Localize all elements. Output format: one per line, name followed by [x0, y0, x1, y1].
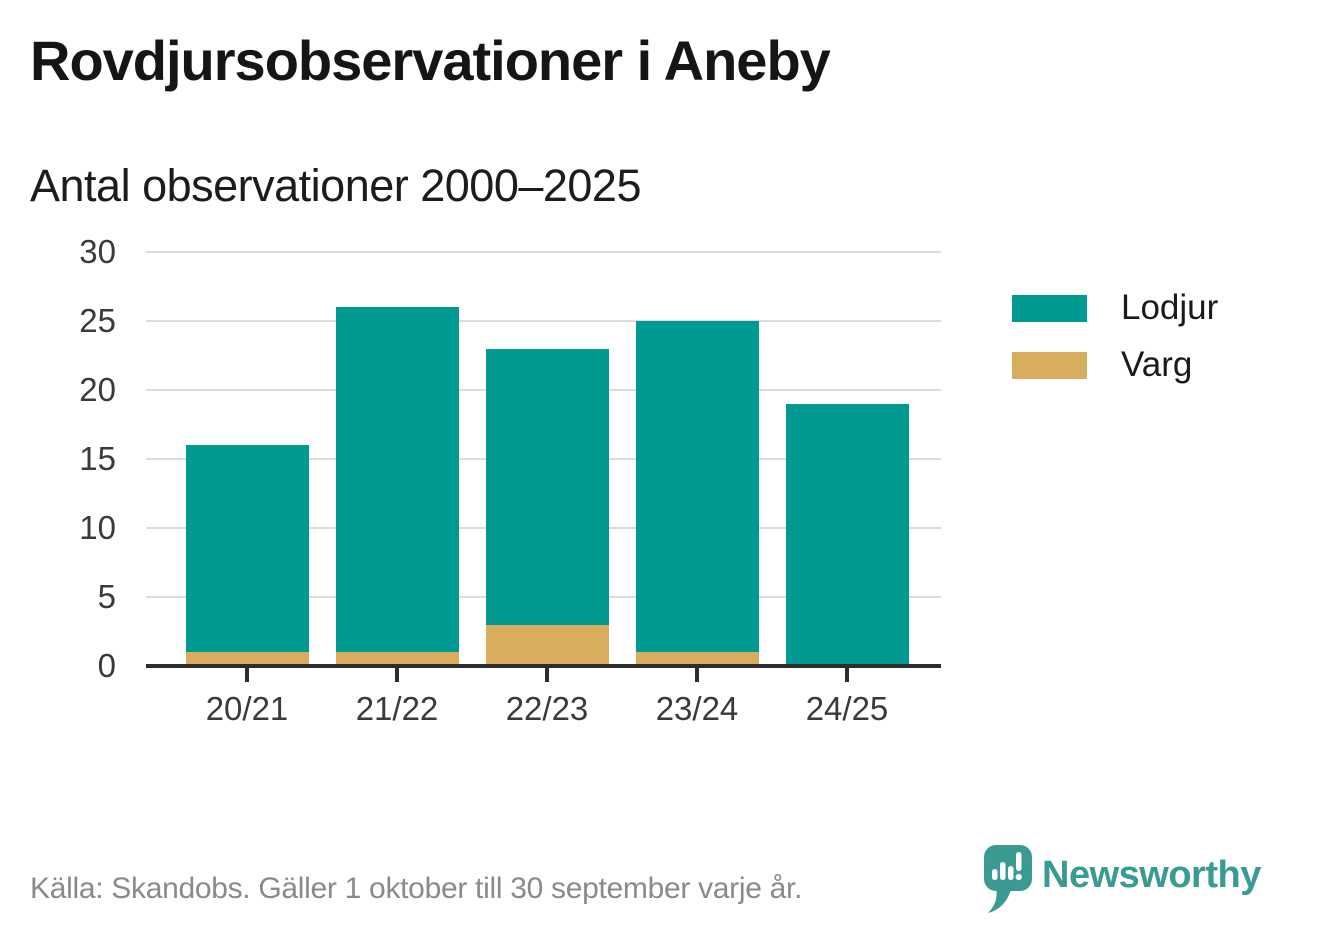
gridline — [146, 320, 941, 322]
legend-item-varg: Varg — [1012, 345, 1218, 384]
bar-segment-lodjur — [335, 307, 459, 653]
y-axis-tick-label: 5 — [97, 578, 116, 615]
y-axis-tick-label: 25 — [79, 302, 116, 339]
x-axis-tick-label: 23/24 — [655, 690, 739, 727]
x-axis-tick — [395, 668, 399, 682]
bar-segment-varg — [185, 652, 309, 666]
legend-label-varg: Varg — [1121, 345, 1193, 384]
bar-segment-lodjur — [785, 403, 909, 666]
x-axis-tick-label: 20/21 — [205, 690, 289, 727]
y-axis-tick-label: 20 — [79, 371, 116, 408]
legend-swatch-varg — [1012, 351, 1087, 379]
bar-segment-lodjur — [185, 445, 309, 653]
x-axis-tick — [545, 668, 549, 682]
chart-subtitle: Antal observationer 2000–2025 — [30, 160, 641, 211]
x-axis-tick — [845, 668, 849, 682]
legend-label-lodjur: Lodjur — [1121, 288, 1219, 327]
legend-swatch-lodjur — [1012, 294, 1087, 322]
newsworthy-logo-text: Newsworthy — [1042, 854, 1261, 896]
newsworthy-logo: Newsworthy — [984, 845, 1261, 919]
bar-segment-lodjur — [485, 348, 609, 625]
y-axis-tick-label: 0 — [97, 647, 116, 684]
y-axis-tick-label: 10 — [79, 509, 116, 546]
x-axis-tick — [695, 668, 699, 682]
gridline — [146, 251, 941, 253]
x-axis-tick — [245, 668, 249, 682]
chart-title: Rovdjursobservationer i Aneby — [30, 29, 831, 92]
y-axis-tick-label: 15 — [79, 440, 116, 477]
bar-segment-varg — [485, 624, 609, 666]
legend-item-lodjur: Lodjur — [1012, 288, 1219, 327]
source-note: Källa: Skandobs. Gäller 1 oktober till 3… — [30, 872, 803, 905]
newsworthy-logo-icon — [984, 845, 1032, 913]
y-axis-tick-label: 30 — [79, 233, 116, 270]
bar-segment-varg — [335, 652, 459, 666]
x-axis-tick-label: 24/25 — [805, 690, 889, 727]
x-axis-line — [146, 664, 941, 668]
legend: Lodjur Varg — [1012, 288, 1219, 384]
bar-segment-lodjur — [635, 321, 759, 653]
x-axis-tick-label: 21/22 — [355, 690, 439, 727]
x-axis-tick-label: 22/23 — [505, 690, 589, 727]
bar-segment-varg — [635, 652, 759, 666]
